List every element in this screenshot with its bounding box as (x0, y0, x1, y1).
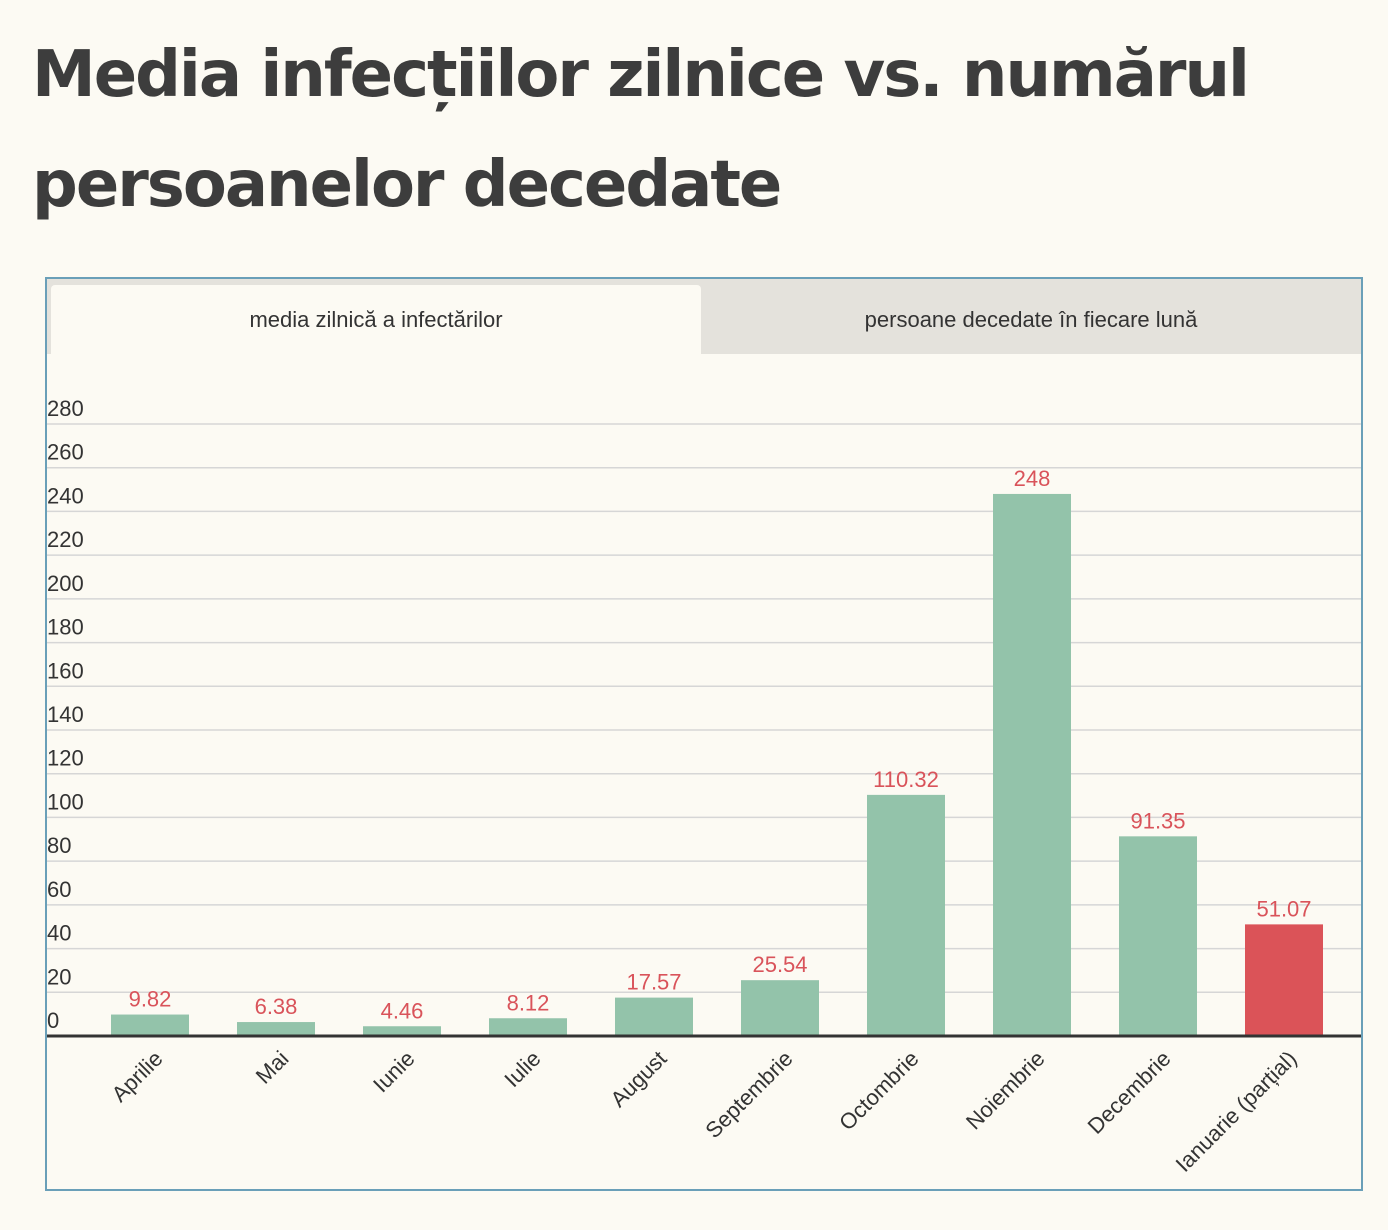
y-tick-label: 40 (47, 921, 71, 946)
y-tick-label: 180 (47, 615, 84, 640)
y-tick-label: 60 (47, 877, 71, 902)
bar (111, 1014, 189, 1036)
x-tick-label: Mai (251, 1046, 294, 1089)
x-tick-label: Ianuarie (parțial) (1171, 1046, 1302, 1177)
page-title: Media infecțiilor zilnice vs. numărul pe… (32, 38, 1250, 222)
data-label: 6.38 (255, 994, 298, 1019)
bar (993, 493, 1071, 1036)
tab-monthly-deaths[interactable]: persoane decedate în fiecare lună (701, 285, 1361, 354)
bar (867, 794, 945, 1036)
data-label: 4.46 (381, 998, 424, 1023)
y-tick-label: 0 (47, 1008, 59, 1033)
bar (1245, 924, 1323, 1036)
y-tick-label: 280 (47, 396, 84, 421)
y-tick-label: 120 (47, 746, 84, 771)
bar (1119, 836, 1197, 1036)
y-tick-label: 240 (47, 483, 84, 508)
x-tick-label: Iunie (368, 1046, 419, 1097)
y-tick-label: 260 (47, 440, 84, 465)
data-label: 17.57 (626, 970, 681, 995)
y-tick-label: 140 (47, 702, 84, 727)
y-tick-label: 200 (47, 571, 84, 596)
y-tick-label: 20 (47, 964, 71, 989)
tab-daily-infections[interactable]: media zilnică a infectărilor (51, 285, 701, 354)
data-label: 8.12 (507, 990, 550, 1015)
data-label: 110.32 (873, 767, 939, 792)
y-tick-label: 100 (47, 789, 84, 814)
bar-chart: 0 20 40 60 80 100 120 140 160 180 200 220 240 260 280 9… (47, 396, 1361, 1177)
data-label: 91.35 (1130, 808, 1185, 833)
x-tick-label: Aprilie (107, 1046, 168, 1107)
y-tick-label: 160 (47, 658, 84, 683)
x-tick-label: Decembrie (1083, 1046, 1176, 1139)
x-tick-label: Iulie (499, 1046, 545, 1092)
data-label: 25.54 (752, 952, 807, 977)
x-tick-label: Noiembrie (961, 1046, 1050, 1135)
data-label: 51.07 (1256, 896, 1311, 921)
data-label: 9.82 (129, 987, 172, 1012)
y-tick-label: 220 (47, 527, 84, 552)
x-tick-label: Octombrie (834, 1046, 923, 1135)
chart-frame: media zilnică a infectărilor persoane de… (45, 277, 1363, 1191)
bar (615, 997, 693, 1036)
bar (489, 1018, 567, 1036)
bar (363, 1026, 441, 1036)
x-tick-label: August (605, 1046, 671, 1112)
data-label: 248 (1014, 466, 1051, 491)
bar (237, 1022, 315, 1036)
y-tick-label: 80 (47, 833, 71, 858)
bar (741, 980, 819, 1036)
tab-bar: media zilnică a infectărilor persoane de… (47, 279, 1361, 354)
x-tick-label: Septembrie (700, 1046, 797, 1143)
